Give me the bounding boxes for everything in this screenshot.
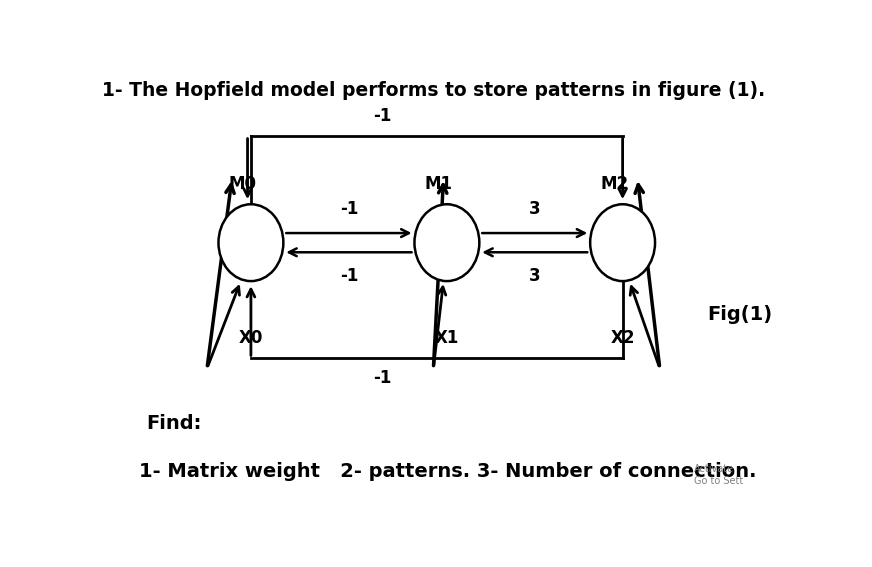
Text: 3: 3 <box>529 267 541 285</box>
Text: X2: X2 <box>610 329 635 347</box>
Text: Find:: Find: <box>146 414 201 433</box>
Text: 3: 3 <box>529 200 541 218</box>
Text: -1: -1 <box>373 107 392 125</box>
Text: 1- The Hopfield model performs to store patterns in figure (1).: 1- The Hopfield model performs to store … <box>102 81 765 100</box>
Text: -1: -1 <box>373 369 392 387</box>
Text: M0: M0 <box>228 175 257 193</box>
Text: -1: -1 <box>340 267 358 285</box>
Text: M2: M2 <box>601 175 629 193</box>
Ellipse shape <box>414 204 480 281</box>
Text: X1: X1 <box>435 329 459 347</box>
Text: Activate
Go to Sett: Activate Go to Sett <box>693 464 743 486</box>
Ellipse shape <box>590 204 655 281</box>
Text: X0: X0 <box>239 329 263 347</box>
Text: 1- Matrix weight   2- patterns. 3- Number of connection.: 1- Matrix weight 2- patterns. 3- Number … <box>140 462 757 481</box>
Text: Fig(1): Fig(1) <box>707 305 773 324</box>
Text: M1: M1 <box>425 175 453 193</box>
Ellipse shape <box>219 204 283 281</box>
Text: -1: -1 <box>340 200 358 218</box>
